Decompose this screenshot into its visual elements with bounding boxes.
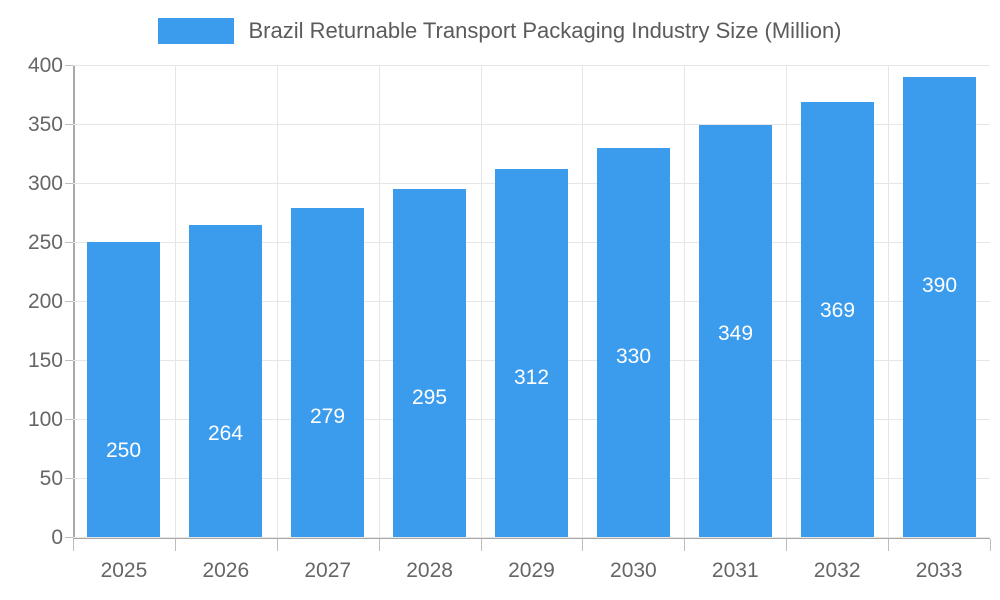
x-axis-tick-label: 2026 bbox=[202, 559, 250, 582]
bar[interactable] bbox=[393, 188, 466, 537]
bar-value-label: 349 bbox=[717, 322, 754, 346]
gridline-vertical bbox=[379, 65, 380, 537]
x-axis-tick-label: 2030 bbox=[610, 559, 657, 582]
y-axis-tick-mark bbox=[65, 478, 73, 479]
x-axis-tick-label: 2028 bbox=[406, 559, 453, 582]
y-axis-tick-mark bbox=[65, 65, 73, 66]
x-axis-tick-mark bbox=[481, 539, 482, 551]
gridline-vertical bbox=[786, 65, 787, 537]
bar[interactable] bbox=[495, 168, 568, 537]
x-axis-tick-mark bbox=[277, 539, 278, 551]
y-axis-tick-mark bbox=[65, 124, 73, 125]
bar[interactable] bbox=[189, 225, 262, 537]
y-axis-tick-label: 400 bbox=[27, 54, 63, 77]
gridline-horizontal bbox=[73, 65, 990, 66]
legend-item-label: Brazil Returnable Transport Packaging In… bbox=[248, 18, 842, 43]
y-axis-tick-mark bbox=[65, 242, 73, 243]
gridline-vertical bbox=[277, 65, 278, 537]
bar-value-label: 390 bbox=[921, 273, 958, 297]
y-axis-tick-label: 200 bbox=[27, 290, 63, 313]
y-axis-tick-mark bbox=[65, 183, 73, 184]
y-axis-tick-label: 350 bbox=[27, 113, 63, 136]
y-axis-tick-mark bbox=[65, 419, 73, 420]
y-axis-tick-labels: 0 50 100 150 200 250 300 350 400 bbox=[0, 0, 63, 600]
x-axis-tick-mark bbox=[175, 539, 176, 551]
x-axis-line bbox=[73, 537, 990, 539]
x-axis-tick-mark bbox=[684, 539, 685, 551]
bar-value-label: 250 bbox=[105, 439, 142, 462]
bar-value-label: 312 bbox=[513, 365, 550, 389]
y-axis-tick-mark bbox=[65, 537, 73, 538]
x-axis-tick-label: 2025 bbox=[100, 559, 148, 582]
bar[interactable] bbox=[699, 125, 772, 537]
bar[interactable] bbox=[597, 147, 670, 537]
gridline-horizontal bbox=[73, 537, 990, 538]
x-axis-tick-label: 2027 bbox=[304, 559, 352, 582]
bar[interactable] bbox=[903, 76, 976, 537]
bar-value-label: 369 bbox=[819, 298, 856, 322]
y-axis-tick-label: 50 bbox=[39, 467, 63, 490]
gridline-vertical bbox=[888, 65, 889, 537]
gridline-vertical bbox=[175, 65, 176, 537]
bar-value-label: 330 bbox=[615, 344, 652, 368]
x-axis-tick-mark bbox=[990, 539, 991, 551]
y-axis-tick-label: 100 bbox=[27, 408, 63, 431]
y-axis-tick-mark bbox=[65, 360, 73, 361]
y-axis-tick-mark bbox=[65, 301, 73, 302]
y-axis-tick-label: 0 bbox=[51, 526, 63, 549]
legend-color-swatch-icon bbox=[158, 18, 235, 44]
bar-value-label: 295 bbox=[411, 385, 448, 409]
x-axis-tick-label: 2029 bbox=[508, 559, 555, 582]
y-axis-tick-label: 150 bbox=[27, 349, 63, 372]
bar[interactable] bbox=[801, 101, 874, 537]
bar[interactable] bbox=[87, 242, 160, 537]
legend-item-brazil-rtp[interactable]: Brazil Returnable Transport Packaging In… bbox=[158, 18, 842, 44]
x-axis-tick-mark bbox=[888, 539, 889, 551]
x-axis-tick-mark bbox=[73, 539, 74, 551]
x-axis-tick-label: 2031 bbox=[711, 559, 759, 582]
y-axis-tick-label: 250 bbox=[27, 231, 63, 254]
x-axis-tick-mark bbox=[786, 539, 787, 551]
gridline-vertical bbox=[481, 65, 482, 537]
x-axis-tick-mark bbox=[379, 539, 380, 551]
gridline-horizontal bbox=[73, 124, 990, 125]
x-axis-tick-label: 2033 bbox=[915, 559, 963, 582]
x-axis-tick-mark bbox=[582, 539, 583, 551]
bar-value-label: 279 bbox=[309, 404, 346, 428]
chart-legend: Brazil Returnable Transport Packaging In… bbox=[0, 10, 1000, 52]
bar[interactable] bbox=[291, 207, 364, 537]
y-axis-tick-label: 300 bbox=[27, 172, 63, 195]
gridline-vertical bbox=[684, 65, 685, 537]
gridline-vertical bbox=[582, 65, 583, 537]
plot-area: 250 264 279 295 312 330 349 369 390 bbox=[73, 65, 990, 538]
x-axis-tick-label: 2032 bbox=[813, 559, 861, 582]
bar-value-label: 264 bbox=[207, 422, 244, 446]
